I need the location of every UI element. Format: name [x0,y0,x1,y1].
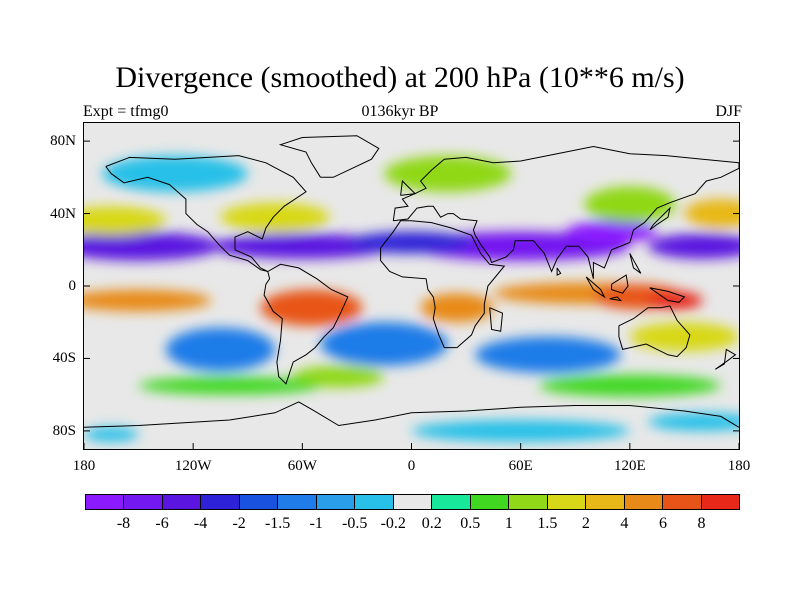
colorbar-label: 1 [504,515,513,532]
coastline [556,267,562,276]
plot-title: Divergence (smoothed) at 200 hPa (10**6 … [115,61,685,94]
field-cell [420,293,494,323]
field-cell [102,155,248,192]
colorbar-swatch [200,494,240,510]
field-cell [211,233,394,259]
colorbar-swatch [469,494,510,510]
coastline [392,145,739,279]
colorbar-swatch [431,494,471,510]
colorbar-swatch [123,494,163,510]
colorbar-swatch [354,494,394,510]
lon-tick-label: 180 [72,458,96,474]
colorbar-swatch [161,494,202,510]
colorbar-label: -2 [232,515,246,532]
field-cell [629,322,739,352]
field-cell [475,336,621,373]
field-cell [165,327,276,372]
coastline [585,276,606,299]
lat-tick-label: 80S [52,422,76,439]
field-cell [320,322,448,366]
colorbar-swatch [700,494,740,510]
divergence-field [84,155,739,442]
divergence-map [83,122,740,450]
colorbar-swatch [238,494,279,510]
colorbar-label: -1.5 [264,515,291,532]
colorbar-label: -6 [155,515,169,532]
map-canvas [84,135,739,442]
colorbar-label: -8 [116,515,131,532]
coastline [618,305,691,358]
colorbar-label: 0.5 [460,515,481,532]
lon-tick-label: 120E [613,458,646,474]
field-cell [84,427,139,442]
field-cell [538,374,721,397]
field-cell [260,289,363,326]
colorbar [85,494,740,510]
colorbar-label: 2 [581,515,590,532]
lon-tick-label: 60W [287,458,317,474]
lon-tick-label: 0 [407,458,416,474]
field-cell [347,231,476,254]
colorbar-label: -0.5 [342,515,368,532]
colorbar-swatch [508,494,548,510]
lat-tick-label: 40S [52,350,76,367]
colorbar-swatch [546,494,587,510]
experiment-label: Expt = tfmg0 [83,103,169,120]
coastlines [84,135,739,428]
colorbar-swatch [623,494,664,510]
season-label: DJF [715,103,742,120]
field-cell [648,233,739,259]
coastline [380,220,506,349]
coastline [263,263,349,385]
coastline [105,155,307,272]
colorbar-label: 4 [620,515,629,532]
field-cell [220,202,330,232]
coastline [629,253,642,274]
colorbar-swatch [662,494,702,510]
coastline [278,135,380,178]
colorbar-label: 6 [658,515,667,532]
field-cell [411,420,630,442]
coastline [649,206,671,231]
colorbar-swatch [85,494,125,510]
lon-tick-label: 120W [174,458,212,474]
colorbar-swatch [315,494,356,510]
time-label: 0136kyr BP [361,103,439,120]
coastline [489,307,504,332]
colorbar-label: 1.5 [537,515,558,532]
field-cell [84,206,166,236]
field-cell [84,231,221,261]
coastline [715,348,737,370]
colorbar-swatch [392,494,433,510]
field-cell [293,365,385,388]
colorbar-label: -4 [193,515,208,532]
field-cell [566,220,658,243]
colorbar-swatch [277,494,317,510]
coastline [84,401,739,428]
lon-tick-label: 180 [727,458,751,474]
field-cell [84,289,212,312]
coastline [611,274,629,294]
coastline [649,287,686,303]
lat-tick-label: 80N [50,133,76,150]
colorbar-label: -0.2 [380,515,406,532]
field-cell [584,186,676,223]
colorbar-label: 0.2 [421,515,442,532]
lon-tick-label: 60E [508,458,533,474]
field-cell [684,199,739,229]
colorbar-label: -1 [309,515,323,532]
field-cell [648,412,739,431]
coastline [400,179,417,196]
lat-tick-label: 0 [68,278,77,294]
colorbar-label: 8 [697,515,706,532]
colorbar-swatch [585,494,625,510]
lat-tick-label: 40N [50,205,76,222]
coastline [609,296,623,302]
field-cell [138,376,321,395]
field-cell [384,155,512,192]
